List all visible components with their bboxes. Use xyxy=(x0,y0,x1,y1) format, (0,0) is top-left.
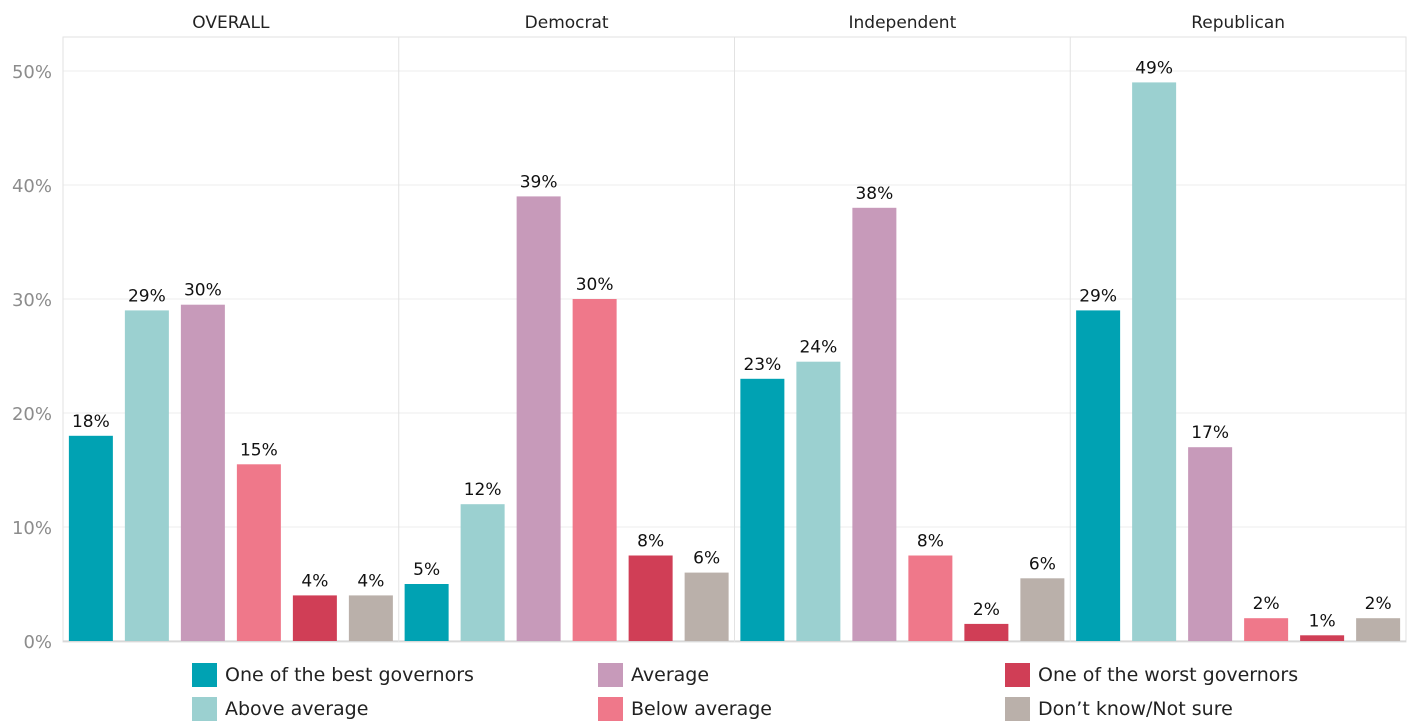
data-label-3-0: 29% xyxy=(1079,286,1117,306)
data-label-0-2: 30% xyxy=(184,281,222,301)
data-label-3-2: 17% xyxy=(1191,423,1229,443)
data-label-1-3: 30% xyxy=(576,275,614,295)
bar-1-2 xyxy=(516,196,561,641)
data-label-2-0: 23% xyxy=(743,355,781,375)
data-label-1-1: 12% xyxy=(464,480,502,500)
bar-0-4 xyxy=(292,595,337,641)
data-label-3-4: 1% xyxy=(1309,611,1336,631)
bar-1-3 xyxy=(572,299,617,641)
data-label-1-4: 8% xyxy=(637,532,664,552)
legend-swatch-below-average xyxy=(598,697,623,721)
bar-0-3 xyxy=(236,464,281,641)
data-label-2-3: 8% xyxy=(917,532,944,552)
panel-header-2: Independent xyxy=(848,13,956,33)
legend-item-dont-know: Don’t know/Not sure xyxy=(1005,697,1233,721)
legend-item-best: One of the best governors xyxy=(192,663,474,687)
bar-3-5 xyxy=(1356,618,1401,641)
bar-3-4 xyxy=(1300,635,1345,641)
legend-label-below-average: Below average xyxy=(631,698,772,720)
data-label-2-5: 6% xyxy=(1029,554,1056,574)
bar-1-4 xyxy=(628,555,673,641)
legend-swatch-best xyxy=(192,663,217,687)
bar-3-3 xyxy=(1244,618,1289,641)
legend-item-above-average: Above average xyxy=(192,697,368,721)
data-label-2-4: 2% xyxy=(973,600,1000,620)
bar-1-1 xyxy=(460,504,505,641)
panel-header-1: Democrat xyxy=(525,13,609,33)
data-label-3-3: 2% xyxy=(1253,594,1280,614)
legend-swatch-above-average xyxy=(192,697,217,721)
y-tick-label-2: 20% xyxy=(12,404,52,425)
bar-0-0 xyxy=(68,435,113,641)
legend: One of the best governors Above average … xyxy=(0,650,1413,723)
bar-2-3 xyxy=(908,555,953,641)
bar-3-0 xyxy=(1076,310,1121,641)
legend-item-below-average: Below average xyxy=(598,697,772,721)
data-label-1-2: 39% xyxy=(520,172,558,192)
data-label-0-5: 4% xyxy=(357,571,384,591)
data-label-0-4: 4% xyxy=(301,571,328,591)
bar-0-2 xyxy=(180,304,225,641)
bar-2-2 xyxy=(852,207,897,642)
y-tick-label-3: 30% xyxy=(12,290,52,311)
bar-3-2 xyxy=(1188,447,1233,641)
legend-swatch-average xyxy=(598,663,623,687)
bar-2-4 xyxy=(964,623,1009,641)
data-label-0-3: 15% xyxy=(240,440,278,460)
legend-label-dont-know: Don’t know/Not sure xyxy=(1038,698,1233,720)
data-label-1-0: 5% xyxy=(413,560,440,580)
bar-2-5 xyxy=(1020,578,1065,641)
data-label-3-5: 2% xyxy=(1365,594,1392,614)
legend-item-average: Average xyxy=(598,663,709,687)
y-tick-label-4: 40% xyxy=(12,176,52,197)
y-tick-label-0: 0% xyxy=(23,632,52,650)
data-label-1-5: 6% xyxy=(693,549,720,569)
panel-header-3: Republican xyxy=(1191,13,1285,33)
panel-header-0: OVERALL xyxy=(192,13,270,33)
data-label-0-0: 18% xyxy=(72,412,110,432)
bar-2-1 xyxy=(796,361,841,641)
legend-item-worst: One of the worst governors xyxy=(1005,663,1298,687)
bar-2-0 xyxy=(740,378,785,641)
legend-swatch-dont-know xyxy=(1005,697,1030,721)
y-tick-label-1: 10% xyxy=(12,518,52,539)
data-label-2-1: 24% xyxy=(799,338,837,358)
legend-swatch-worst xyxy=(1005,663,1030,687)
y-tick-label-5: 50% xyxy=(12,62,52,83)
bar-1-5 xyxy=(684,572,729,641)
legend-label-above-average: Above average xyxy=(225,698,369,720)
legend-label-best: One of the best governors xyxy=(225,664,474,686)
grouped-bar-chart: 0% 10% 20% 30% 40% 50% OVERALL 18% 29% 30% 15% 4% 4%… xyxy=(12,13,1407,650)
legend-label-average: Average xyxy=(631,664,710,686)
bar-0-1 xyxy=(124,310,169,641)
bar-3-1 xyxy=(1132,82,1177,641)
bar-1-0 xyxy=(404,584,449,641)
data-label-3-1: 49% xyxy=(1135,58,1173,78)
legend-label-worst: One of the worst governors xyxy=(1038,664,1299,686)
bar-0-5 xyxy=(348,595,393,641)
data-label-2-2: 38% xyxy=(855,184,893,204)
data-label-0-1: 29% xyxy=(128,286,166,306)
